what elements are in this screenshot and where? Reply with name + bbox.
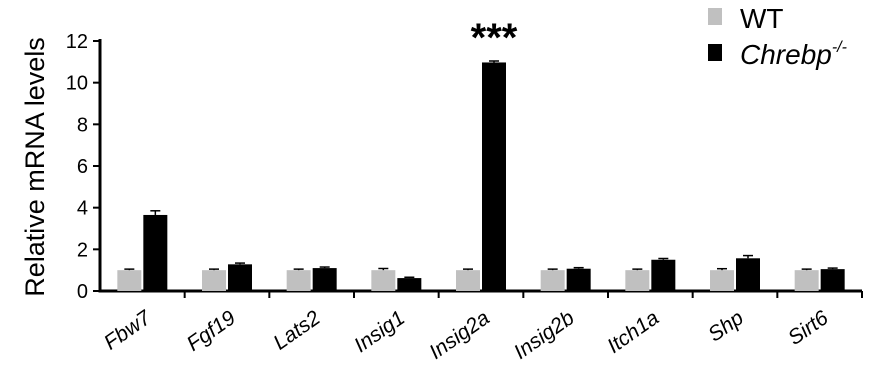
x-category-label: Fgf19: [183, 306, 240, 356]
y-tick-label: 4: [77, 198, 88, 220]
legend-label-chrebp: Chrebp-/-: [740, 39, 847, 70]
bar-chrebp: [312, 268, 337, 291]
bar-wt: [371, 270, 396, 291]
bar-wt: [710, 270, 734, 291]
y-tick-label: 10: [66, 73, 88, 95]
y-tick-label: 0: [77, 281, 88, 303]
x-category-label: Lats2: [269, 306, 325, 354]
bar-wt: [540, 270, 565, 291]
bar-wt: [286, 270, 311, 291]
significance-annotation: ***: [471, 16, 518, 60]
bar-chrebp: [566, 268, 591, 291]
bar-chrebp: [651, 259, 676, 291]
x-category-label: Shp: [704, 306, 748, 346]
bar-chrebp: [397, 278, 422, 291]
legend-swatch-wt: [708, 8, 722, 25]
bar-chrebp: [143, 214, 168, 291]
legend: WT Chrebp-/-: [708, 3, 847, 70]
x-category-label: Insig2b: [510, 306, 579, 364]
x-category-label: Sirt6: [784, 306, 833, 350]
legend-label-chrebp-main: Chrebp: [740, 39, 832, 70]
bar-wt: [202, 270, 226, 291]
bar-wt: [625, 270, 650, 291]
x-category-label: Insig2a: [425, 306, 494, 364]
bar-chrebp: [820, 269, 845, 291]
legend-label-chrebp-sup: -/-: [832, 39, 847, 56]
x-category-label: Fbw7: [100, 306, 156, 355]
x-category-label: Insig1: [350, 306, 409, 357]
y-tick-label: 8: [77, 114, 88, 136]
y-tick-label: 2: [77, 239, 88, 261]
bar-wt: [456, 270, 480, 291]
legend-swatch-chrebp: [708, 44, 722, 61]
bar-chrebp: [228, 264, 252, 291]
bar-wt: [117, 270, 142, 291]
bar-chrebp: [482, 62, 506, 292]
y-tick-label: 6: [77, 156, 88, 178]
bar-chrebp: [736, 258, 760, 291]
bar-wt: [794, 270, 819, 291]
legend-label-wt: WT: [740, 3, 784, 34]
y-axis-label: Relative mRNA levels: [20, 37, 50, 297]
y-tick-label: 12: [66, 31, 88, 53]
x-category-label: Itch1a: [603, 306, 663, 358]
